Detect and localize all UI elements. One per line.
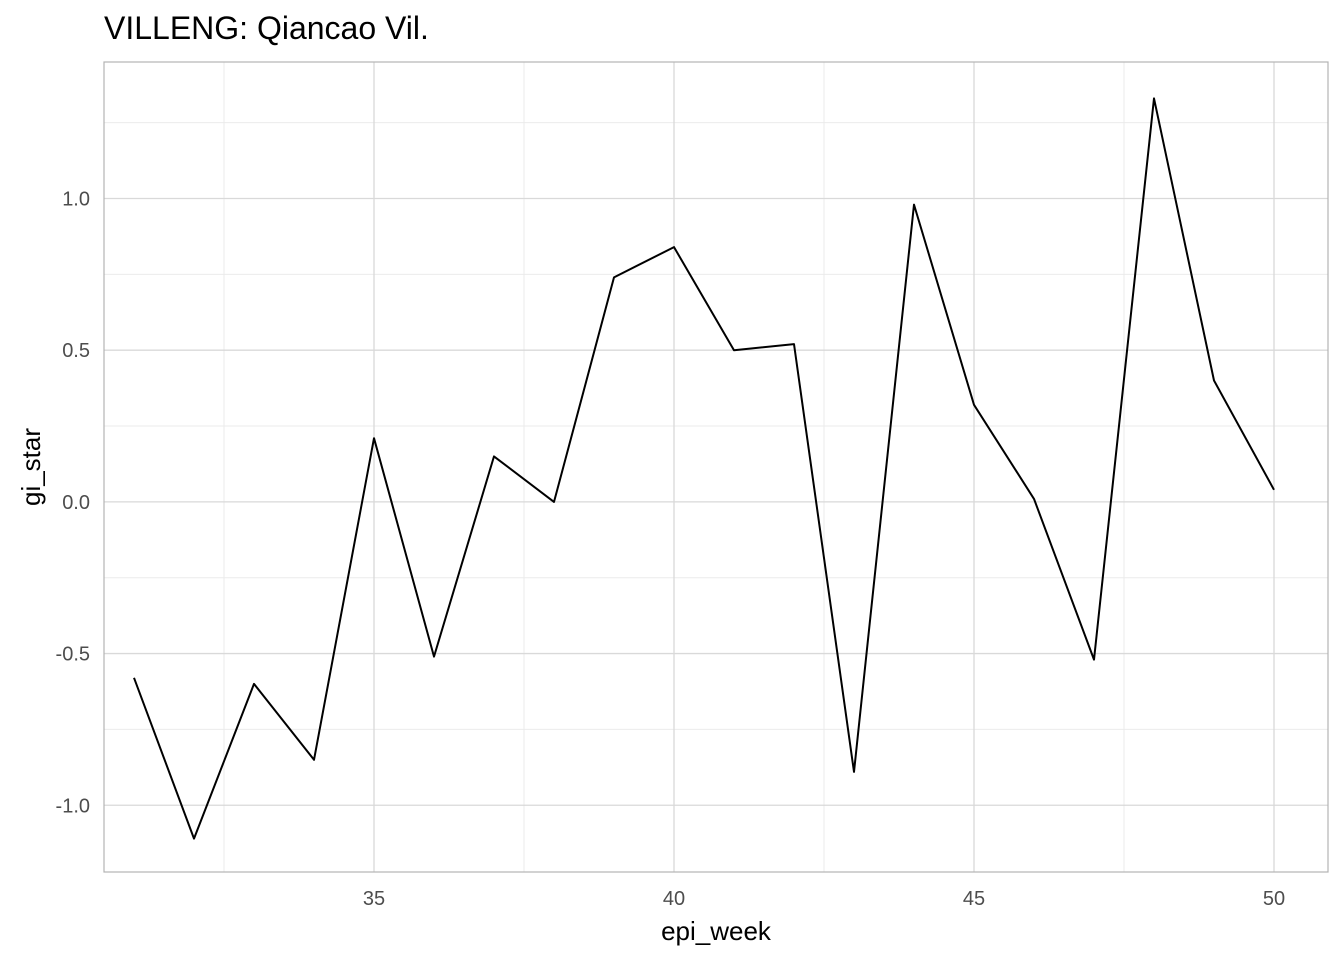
y-tick-label: 1.0 <box>62 189 90 211</box>
minor-grid <box>104 62 1328 872</box>
major-grid <box>104 62 1328 872</box>
y-tick-label: -0.5 <box>56 644 90 666</box>
series-layer <box>133 97 1275 840</box>
x-axis-title: epi_week <box>661 916 772 946</box>
y-tick-label: 0.5 <box>62 340 90 362</box>
y-tick-label: -1.0 <box>56 795 90 817</box>
x-tick-label: 50 <box>1263 888 1285 910</box>
y-axis-ticks: -1.0 -0.5 0.0 0.5 1.0 <box>56 189 90 818</box>
x-tick-label: 35 <box>363 888 385 910</box>
y-axis-title: gi_star <box>16 428 46 506</box>
chart-title: VILLENG: Qiancao Vil. <box>104 10 429 46</box>
x-tick-label: 40 <box>663 888 685 910</box>
y-tick-label: 0.0 <box>62 492 90 514</box>
plot-panel-border <box>103 61 1329 873</box>
series-line <box>133 97 1275 840</box>
x-axis-ticks: 35 40 45 50 <box>363 888 1285 910</box>
x-tick-label: 45 <box>963 888 985 910</box>
